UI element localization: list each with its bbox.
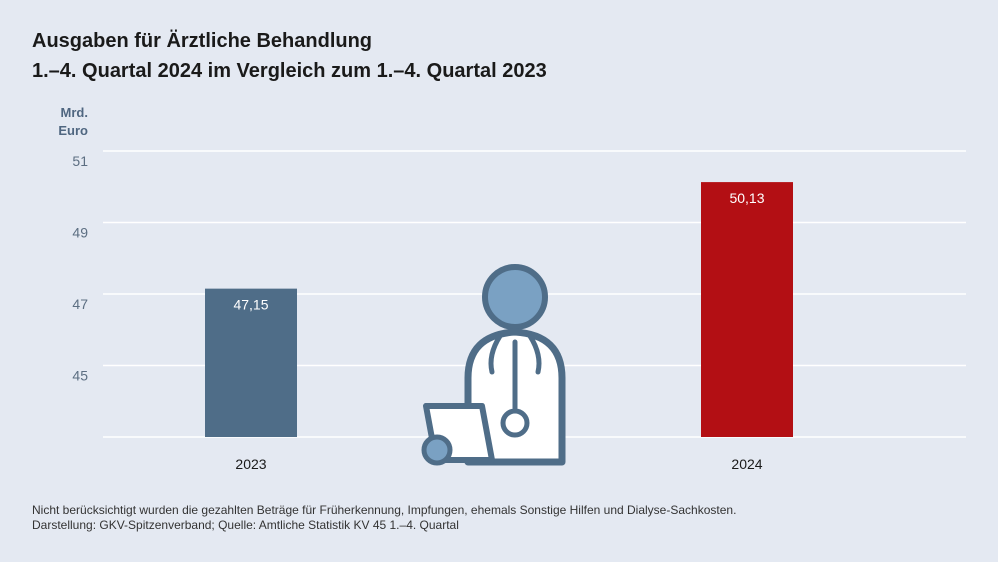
bar-2024 [701,182,793,437]
bar-value-label: 47,15 [233,297,268,313]
bar-value-label: 50,13 [729,190,764,206]
chart-title-line-2: 1.–4. Quartal 2024 im Vergleich zum 1.–4… [32,60,547,82]
x-tick-label: 2024 [731,456,762,472]
y-axis-ticks: 45 47 49 51 [72,153,88,384]
y-tick-label: 51 [72,153,88,169]
y-tick-label: 47 [72,296,88,312]
footnote: Nicht berücksichtigt wurden die gezahlte… [32,503,736,533]
y-tick-label: 45 [72,368,88,384]
doctor-icon [421,264,566,466]
footnote-note: Nicht berücksichtigt wurden die gezahlte… [32,503,737,517]
chart-title: Ausgaben für Ärztliche Behandlung 1.–4. … [32,26,547,86]
bar-2023 [205,288,297,437]
x-tick-label: 2023 [235,456,266,472]
footnote-source: Darstellung: GKV-Spitzenverband; Quelle:… [32,518,459,532]
bars: 47,15 50,13 [205,182,793,437]
y-axis-unit-line-1: Mrd. [60,105,88,120]
y-tick-label: 49 [72,225,88,241]
chart-title-line-1: Ausgaben für Ärztliche Behandlung [32,30,373,52]
x-axis-labels: 2023 2024 [235,456,762,472]
y-axis-unit-label: Mrd. Euro [36,104,88,140]
y-axis-unit-line-2: Euro [58,123,88,138]
